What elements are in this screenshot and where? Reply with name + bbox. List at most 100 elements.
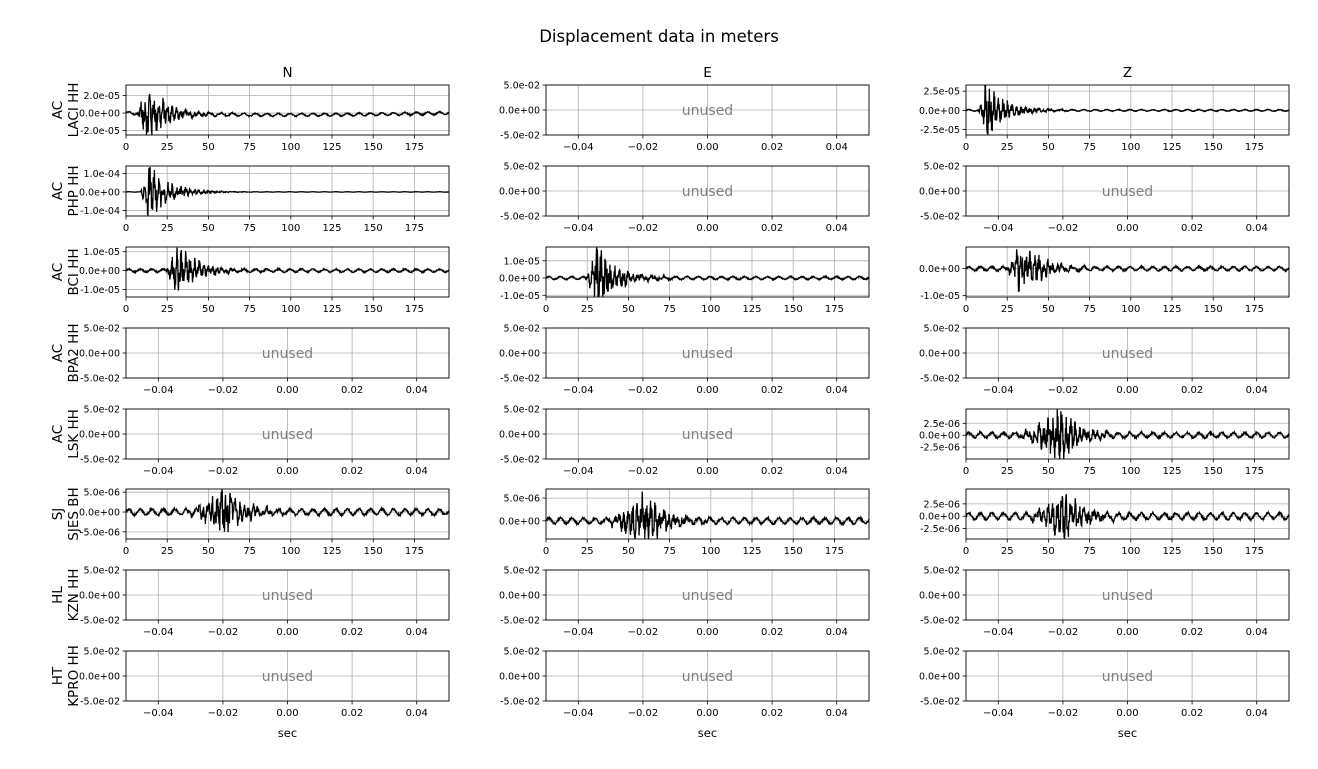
x-tick-label: 50	[1042, 304, 1055, 315]
x-tick-label: 0.00	[1116, 223, 1138, 234]
x-tick-label: 0.00	[276, 627, 298, 638]
panel-r5-n	[125, 488, 450, 540]
unused-label: unused	[682, 427, 733, 443]
y-tick-label: 0.0e+00	[919, 591, 960, 602]
x-tick-label: 100	[701, 546, 720, 557]
x-tick-label: 150	[364, 223, 383, 234]
x-tick-label: 0.02	[1181, 627, 1203, 638]
x-tick-label: 0.00	[1116, 708, 1138, 719]
y-tick-label: 0.0e+00	[919, 672, 960, 683]
unused-label: unused	[262, 427, 313, 443]
x-tick-label: 50	[1042, 546, 1055, 557]
x-tick-label: 150	[364, 546, 383, 557]
y-tick-label: 0.0e+00	[79, 266, 120, 277]
x-tick-label: 75	[1083, 304, 1096, 315]
y-tick-label: 0.0e+00	[499, 274, 540, 285]
x-tick-label: −0.02	[1048, 627, 1079, 638]
waveform-trace	[965, 249, 1290, 292]
y-tick-label: -5.0e-02	[920, 374, 960, 385]
x-tick-label: −0.04	[983, 708, 1014, 719]
y-tick-label: -5.0e-02	[80, 374, 120, 385]
x-tick-label: 75	[243, 304, 256, 315]
y-tick-label: -5.0e-06	[80, 527, 120, 538]
x-tick-label: 125	[1162, 466, 1181, 477]
x-tick-label: 125	[322, 142, 341, 153]
x-tick-label: 100	[281, 223, 300, 234]
y-tick-label: -5.0e-02	[500, 455, 540, 466]
x-tick-label: 0.04	[1246, 385, 1268, 396]
unused-label: unused	[1102, 346, 1153, 362]
x-tick-label: 125	[742, 546, 761, 557]
y-tick-label: 0.0e+00	[919, 349, 960, 360]
unused-label: unused	[262, 346, 313, 362]
x-tick-label: 100	[281, 546, 300, 557]
x-tick-label: 150	[1204, 142, 1223, 153]
y-tick-label: 5.0e-02	[84, 324, 120, 335]
x-tick-label: 50	[202, 546, 215, 557]
x-tick-label: 0.02	[761, 708, 783, 719]
waveform-trace	[125, 489, 450, 533]
y-tick-label: 0.0e+00	[919, 187, 960, 198]
y-tick-label: 5.0e-02	[84, 566, 120, 577]
y-tick-label: -5.0e-02	[80, 616, 120, 627]
x-tick-label: 100	[281, 142, 300, 153]
x-tick-label: −0.02	[208, 627, 239, 638]
x-tick-label: 100	[1121, 466, 1140, 477]
x-tick-label: 0.02	[341, 627, 363, 638]
panel-r5-e	[545, 488, 870, 540]
unused-label: unused	[262, 669, 313, 685]
x-tick-label: 50	[1042, 142, 1055, 153]
row-label: AC	[50, 425, 66, 443]
x-tick-label: 150	[364, 142, 383, 153]
x-tick-label: 125	[1162, 142, 1181, 153]
x-tick-label: −0.04	[143, 466, 174, 477]
y-tick-label: 5.0e-02	[504, 647, 540, 658]
row-label: LSK HH	[66, 409, 82, 459]
x-tick-label: 0	[543, 304, 549, 315]
unused-label: unused	[682, 346, 733, 362]
y-tick-label: 5.0e-06	[504, 494, 540, 505]
y-tick-label: 0.0e+00	[79, 591, 120, 602]
x-tick-label: 0.02	[761, 466, 783, 477]
x-tick-label: 125	[742, 304, 761, 315]
unused-label: unused	[682, 669, 733, 685]
x-tick-label: 0	[123, 223, 129, 234]
x-tick-label: −0.02	[628, 385, 659, 396]
x-tick-label: 0.02	[761, 385, 783, 396]
panel-r2-n	[125, 246, 450, 298]
x-tick-label: 0.04	[1246, 223, 1268, 234]
row-label: LACI HH	[66, 83, 82, 138]
waveform-trace	[545, 247, 870, 298]
x-tick-label: 175	[405, 304, 424, 315]
y-tick-label: 5.0e-02	[84, 647, 120, 658]
x-tick-label: 0.00	[696, 223, 718, 234]
x-tick-label: 75	[663, 304, 676, 315]
x-tick-label: 175	[1245, 142, 1264, 153]
x-tick-label: 25	[1001, 546, 1014, 557]
x-tick-label: 25	[161, 546, 174, 557]
panel-r4-e	[545, 408, 870, 460]
x-tick-label: 0.04	[406, 627, 428, 638]
row-label: HT	[50, 666, 66, 685]
panel-r6-z	[965, 569, 1290, 621]
row-label: AC	[50, 101, 66, 119]
row-label: KZN HH	[66, 569, 82, 622]
panel-r3-e	[545, 327, 870, 379]
y-tick-label: -2.5e-06	[920, 443, 960, 454]
x-tick-label: 125	[1162, 546, 1181, 557]
x-tick-label: 175	[405, 546, 424, 557]
x-tick-label: 50	[202, 304, 215, 315]
x-tick-label: 75	[1083, 466, 1096, 477]
x-tick-label: 0.00	[1116, 627, 1138, 638]
y-tick-label: -5.0e-02	[500, 212, 540, 223]
x-tick-label: 50	[202, 223, 215, 234]
panel-r2-z	[965, 246, 1290, 298]
x-tick-label: 75	[663, 546, 676, 557]
y-tick-label: -1.0e-05	[80, 285, 120, 296]
y-tick-label: 0.0e+00	[919, 431, 960, 442]
x-tick-label: 0.02	[1181, 223, 1203, 234]
y-tick-label: 0.0e+00	[79, 187, 120, 198]
waveform-trace	[545, 491, 870, 539]
y-tick-label: 5.0e-06	[84, 488, 120, 499]
x-tick-label: 0.02	[1181, 708, 1203, 719]
